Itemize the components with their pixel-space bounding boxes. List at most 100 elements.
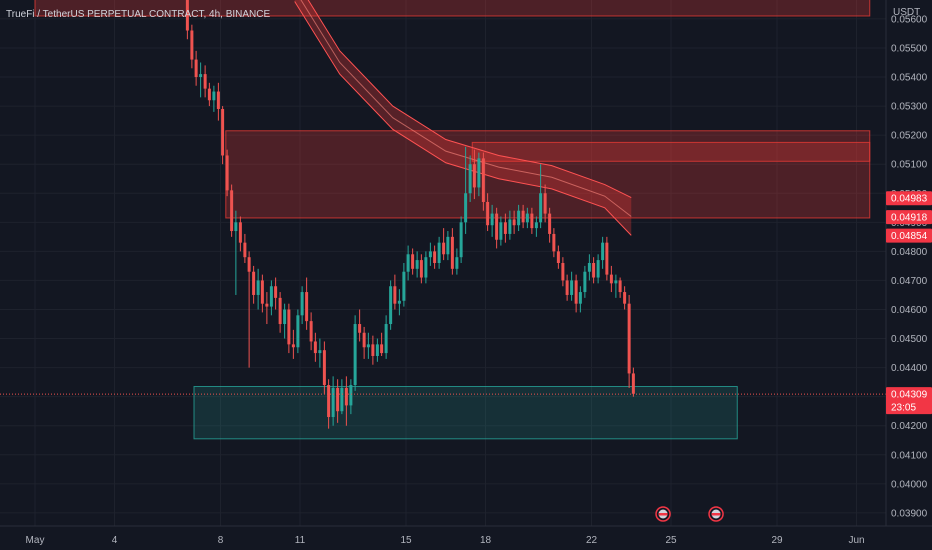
candle-body xyxy=(278,297,282,325)
time-tick-label: 4 xyxy=(112,535,118,546)
candle-body xyxy=(525,213,529,223)
countdown-label: 23:05 xyxy=(891,403,916,414)
candlestick-series xyxy=(185,0,635,429)
candle-body xyxy=(243,242,247,258)
resistance-zone xyxy=(471,141,871,162)
price-tick-label: 0.04700 xyxy=(891,276,928,287)
time-tick-label: 22 xyxy=(586,535,598,546)
price-tick-label: 0.04200 xyxy=(891,421,928,432)
candle-body xyxy=(287,309,291,345)
price-tick-label: 0.05300 xyxy=(891,102,928,113)
price-tick-label: 0.04400 xyxy=(891,363,928,374)
candle-body xyxy=(442,242,446,255)
event-markers xyxy=(655,506,724,522)
candle-body xyxy=(623,292,627,304)
candle-body xyxy=(207,88,211,101)
candle-body xyxy=(605,242,609,275)
price-tick-label: 0.05100 xyxy=(891,160,928,171)
candle-body xyxy=(212,91,216,101)
moving-average-band xyxy=(294,0,632,236)
candle-body xyxy=(265,303,269,307)
time-axis[interactable]: May 4 8 11 15 18 22 25 29 Jun xyxy=(26,535,865,546)
candle-body xyxy=(375,344,379,356)
candle-body xyxy=(428,251,432,258)
candle-body xyxy=(437,242,441,263)
price-tick-label: 0.03900 xyxy=(891,508,928,519)
candle-body xyxy=(583,271,587,293)
candle-body xyxy=(194,59,198,78)
candle-body xyxy=(512,219,516,226)
candle-body xyxy=(609,274,613,284)
candle-body xyxy=(349,385,353,406)
candle-body xyxy=(464,193,468,223)
candle-body xyxy=(269,286,273,307)
candle-body xyxy=(570,280,574,295)
price-tick-label: 0.05200 xyxy=(891,131,928,142)
candle-body xyxy=(601,242,605,261)
candle-body xyxy=(614,280,618,284)
candle-body xyxy=(499,222,503,240)
time-tick-label: 18 xyxy=(480,535,492,546)
price-tick-label: 0.04600 xyxy=(891,305,928,316)
candle-body xyxy=(371,344,375,356)
price-tick-label: 0.05600 xyxy=(891,14,928,25)
candle-body xyxy=(230,190,234,232)
candle-body xyxy=(402,271,406,301)
candle-body xyxy=(225,155,229,191)
ma-band-lower xyxy=(294,1,632,236)
time-tick-label: Jun xyxy=(848,535,864,546)
candle-body xyxy=(406,254,410,272)
ma-band-upper xyxy=(307,0,632,199)
time-tick-label: 29 xyxy=(771,535,783,546)
candle-body xyxy=(221,108,225,156)
candle-body xyxy=(327,385,331,418)
resistance-zone xyxy=(225,130,871,219)
price-tag-label: 0.04918 xyxy=(891,213,928,224)
last-price-tag xyxy=(886,387,932,415)
price-tag xyxy=(886,210,932,225)
candle-body xyxy=(305,292,309,322)
candle-body xyxy=(450,236,454,269)
price-tick-label: 0.04100 xyxy=(891,450,928,461)
candle-body xyxy=(340,387,344,412)
candle-body xyxy=(260,280,264,304)
candle-body xyxy=(455,257,459,269)
candle-body xyxy=(216,91,220,109)
price-tick-label: 0.05500 xyxy=(891,43,928,54)
candle-body xyxy=(380,344,384,354)
candle-body xyxy=(472,164,476,188)
candle-body xyxy=(503,222,507,234)
support-zone xyxy=(193,386,738,440)
event-marker-icon[interactable] xyxy=(708,506,724,522)
candle-body xyxy=(358,324,362,333)
candle-body xyxy=(548,213,552,234)
ma-band-mid xyxy=(300,0,632,217)
candle-body xyxy=(530,213,534,229)
price-tick-label: 0.04500 xyxy=(891,334,928,345)
candle-body xyxy=(543,193,547,214)
candle-body xyxy=(397,300,401,304)
candle-body xyxy=(252,271,256,295)
candle-body xyxy=(309,321,313,342)
candle-body xyxy=(596,260,600,278)
candle-body xyxy=(322,350,326,386)
candle-body xyxy=(203,74,207,89)
price-tag xyxy=(886,191,932,206)
candle-body xyxy=(366,344,370,348)
candle-body xyxy=(256,280,260,295)
event-marker-icon[interactable] xyxy=(655,506,671,522)
candle-body xyxy=(190,30,194,60)
candle-body xyxy=(490,213,494,226)
candle-body xyxy=(336,387,340,412)
candle-body xyxy=(618,280,622,293)
candle-body xyxy=(495,213,499,240)
candle-body xyxy=(446,236,450,255)
candle-body xyxy=(521,210,525,223)
price-tag xyxy=(886,228,932,243)
candle-body xyxy=(274,286,278,298)
price-zones xyxy=(34,0,871,440)
candle-body xyxy=(517,210,521,226)
resistance-zone xyxy=(34,0,871,17)
